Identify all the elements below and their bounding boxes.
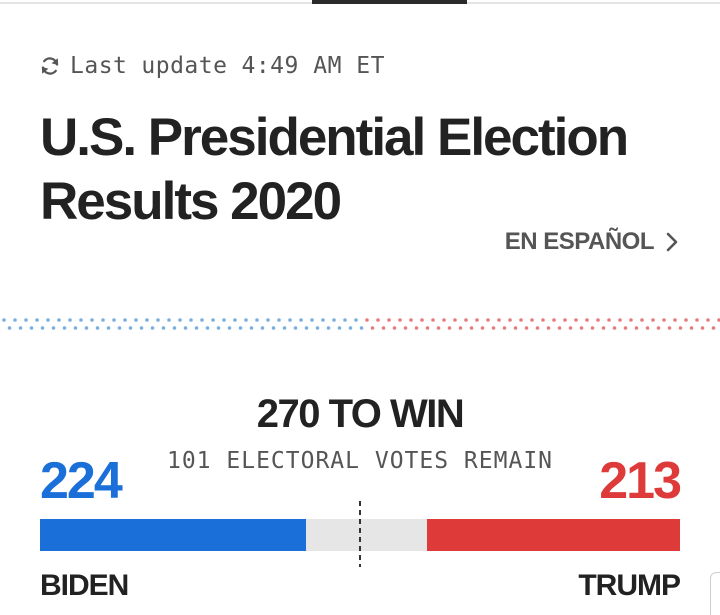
last-update-word-last: Last xyxy=(70,53,128,79)
page-title: U.S. Presidential Election Results 2020 xyxy=(40,108,629,231)
last-update-time: 4:49 AM ET xyxy=(241,53,385,79)
last-update-row: Last update 4:49 AM ET xyxy=(38,53,385,79)
trump-name-label: TRUMP xyxy=(578,569,681,602)
refresh-icon[interactable] xyxy=(38,54,62,78)
chevron-right-icon xyxy=(664,231,680,253)
270-threshold-line xyxy=(359,501,361,567)
trump-electoral-votes: 213 xyxy=(599,452,682,510)
en-espanol-label: EN ESPAÑOL xyxy=(504,228,655,255)
biden-electoral-votes: 224 xyxy=(40,452,123,510)
en-espanol-link[interactable]: EN ESPAÑOL xyxy=(505,228,680,256)
to-win-heading: 270 TO WIN xyxy=(256,392,465,436)
trump-bar-fill xyxy=(426,519,680,551)
corner-widget[interactable] xyxy=(710,572,720,615)
active-tab-indicator[interactable] xyxy=(312,0,467,4)
biden-bar-fill xyxy=(40,519,307,551)
dotted-divider xyxy=(2,318,720,330)
last-update-text: Last update 4:49 AM ET xyxy=(70,53,385,79)
biden-name-label: BIDEN xyxy=(40,569,129,602)
votes-remain-text: 101 ELECTORAL VOTES REMAIN xyxy=(166,448,554,474)
last-update-word-update: update xyxy=(141,53,228,79)
electoral-vote-bar xyxy=(40,519,680,551)
